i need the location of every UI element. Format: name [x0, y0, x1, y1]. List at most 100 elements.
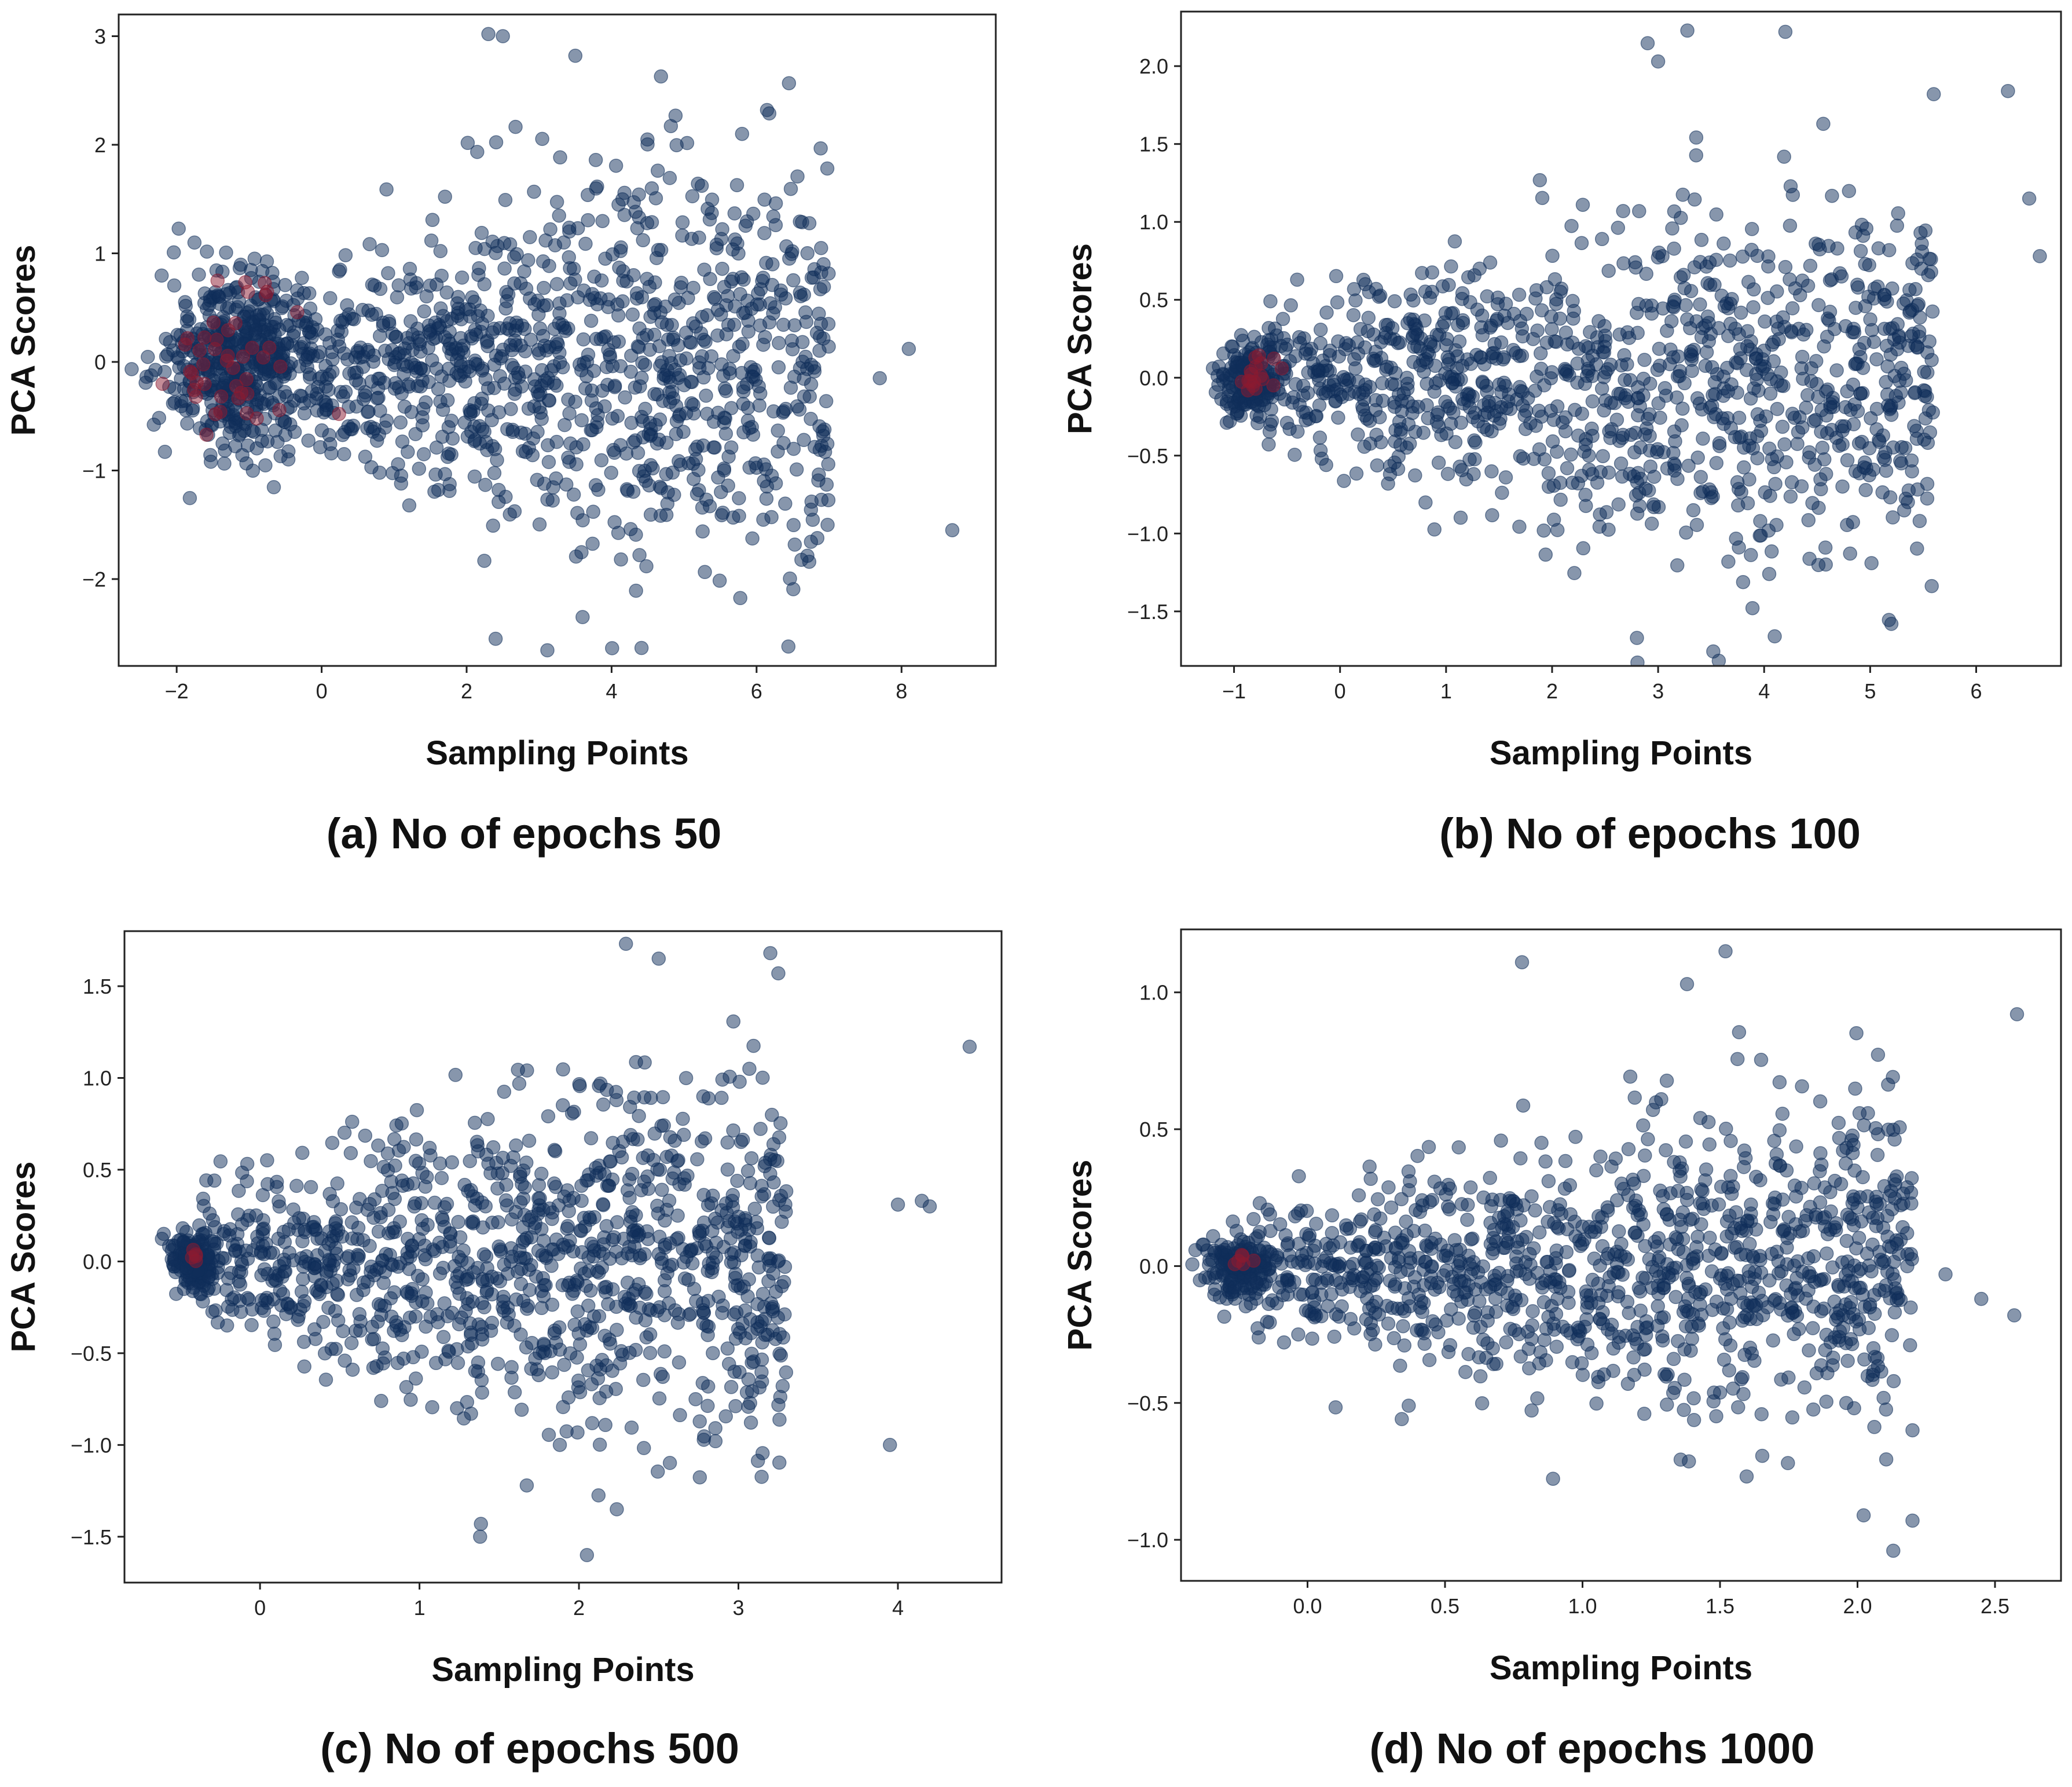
data-point: [234, 1305, 248, 1319]
data-point: [733, 287, 747, 302]
data-point: [1440, 332, 1454, 346]
data-point: [1472, 1294, 1487, 1309]
data-point: [757, 457, 771, 472]
data-point: [219, 245, 233, 260]
y-axis-label: PCA Scores: [5, 1162, 42, 1353]
data-point: [404, 1392, 418, 1407]
data-point: [1674, 210, 1688, 225]
data-point: [1319, 457, 1333, 473]
data-point: [599, 1219, 614, 1233]
data-point: [296, 1272, 310, 1287]
data-point: [813, 316, 828, 331]
data-point: [632, 187, 646, 202]
data-point: [402, 498, 417, 513]
data-point: [1406, 293, 1421, 308]
data-point: [200, 244, 214, 259]
data-point: [636, 331, 651, 345]
y-axis-label: PCA Scores: [1061, 243, 1099, 434]
data-point: [1636, 371, 1651, 386]
data-point: [543, 1344, 558, 1358]
data-point: [766, 1266, 780, 1281]
data-point: [739, 214, 754, 229]
data-point: [1657, 381, 1673, 396]
data-point: [542, 259, 556, 273]
data-point: [1642, 429, 1657, 444]
data-point: [624, 1420, 639, 1435]
data-point: [1921, 268, 1935, 283]
data-point: [1879, 375, 1893, 390]
data-point: [566, 261, 581, 276]
data-point: [1305, 1331, 1319, 1346]
data-point: [639, 474, 653, 488]
data-point: [426, 1242, 441, 1257]
data-point: [804, 412, 818, 426]
data-point: [718, 426, 734, 441]
data-point: [1408, 318, 1423, 332]
data-point: [154, 268, 169, 283]
data-point: [257, 1262, 272, 1277]
data-point: [1717, 236, 1731, 251]
data-point: [403, 272, 418, 287]
data-point: [1831, 1115, 1846, 1130]
data-point: [1325, 1208, 1340, 1223]
data-point: [726, 349, 740, 364]
data-point: [1362, 1159, 1377, 1174]
data-point: [1369, 427, 1384, 442]
data-point: [531, 307, 546, 322]
data-point: [532, 517, 547, 532]
data-point: [1763, 1215, 1778, 1229]
data-point: [1767, 460, 1781, 475]
data-point: [514, 1327, 528, 1342]
data-point: [628, 380, 643, 395]
highlight-point: [226, 361, 240, 375]
data-point: [425, 213, 440, 228]
data-point: [653, 1367, 668, 1382]
y-tick-label: −0.5: [71, 1342, 112, 1365]
x-tick-label: 2: [461, 679, 472, 703]
data-point: [472, 261, 486, 276]
highlight-point: [1248, 350, 1263, 365]
data-point: [1297, 331, 1311, 346]
data-point: [324, 446, 339, 461]
data-point: [609, 1244, 624, 1259]
data-point: [786, 273, 801, 288]
data-point: [736, 397, 750, 411]
data-point: [1836, 1143, 1850, 1158]
data-point: [1544, 309, 1558, 324]
data-point: [1601, 263, 1616, 278]
data-point: [492, 495, 506, 510]
points-c: [155, 936, 977, 1562]
data-point: [652, 1162, 668, 1177]
data-point: [1871, 1048, 1886, 1062]
data-point: [365, 1320, 380, 1334]
data-point: [377, 420, 393, 435]
data-point: [1549, 1339, 1564, 1354]
data-point: [1571, 476, 1586, 491]
data-point: [772, 1130, 787, 1145]
data-point: [1497, 375, 1512, 390]
data-point: [332, 339, 347, 354]
data-point: [1720, 361, 1734, 375]
data-point: [1702, 482, 1717, 497]
data-point: [1419, 355, 1434, 370]
data-point: [1627, 1090, 1642, 1105]
y-tick-label: −1.0: [1127, 522, 1168, 545]
data-point: [577, 1266, 592, 1281]
data-point: [1425, 265, 1440, 280]
data-point: [595, 214, 610, 228]
data-point: [771, 423, 785, 438]
data-point: [1837, 419, 1852, 434]
data-point: [1528, 383, 1542, 398]
data-point: [1750, 372, 1764, 387]
data-point: [1387, 400, 1402, 414]
data-point: [1509, 346, 1523, 360]
data-point: [1655, 1333, 1670, 1348]
data-point: [390, 1356, 405, 1370]
data-point: [1438, 306, 1453, 321]
data-point: [1864, 411, 1878, 426]
data-point: [277, 415, 292, 430]
data-point: [613, 438, 628, 452]
data-point: [1541, 466, 1556, 481]
data-point: [717, 280, 732, 294]
data-point: [1783, 218, 1798, 233]
